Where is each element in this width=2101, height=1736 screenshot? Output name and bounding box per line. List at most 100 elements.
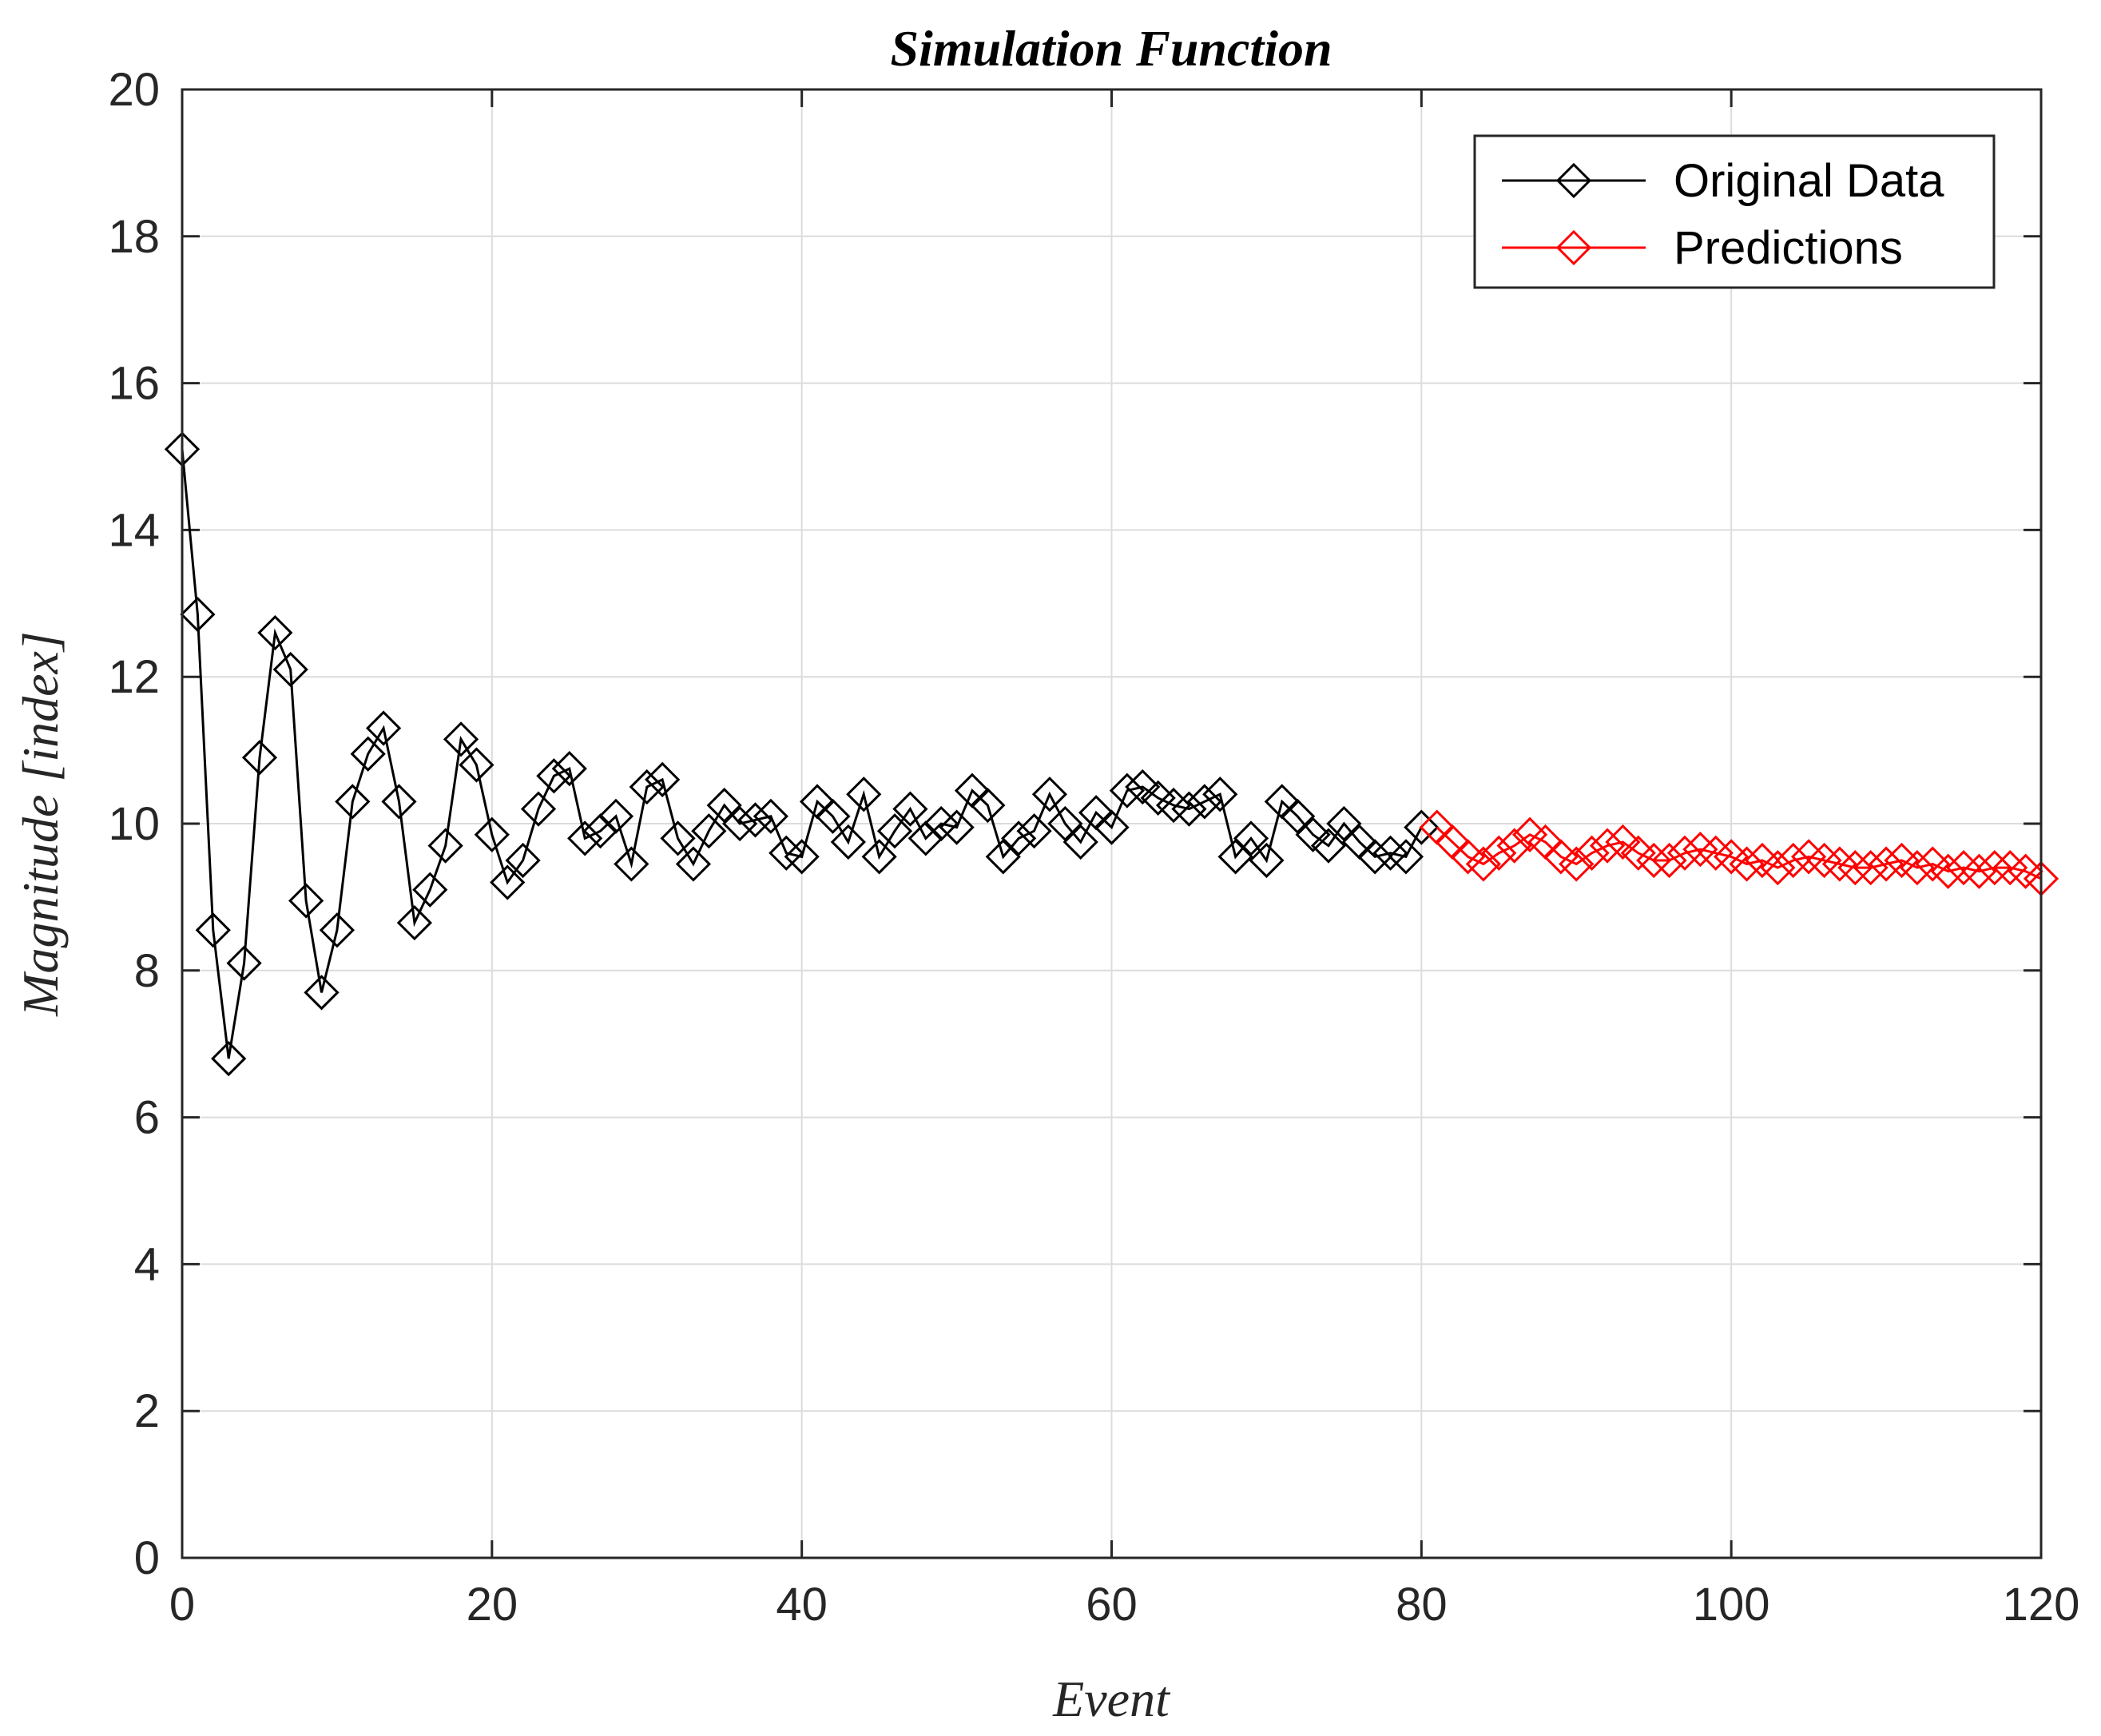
data-point-marker — [691, 813, 727, 849]
x-tick-label: 60 — [1086, 1579, 1138, 1631]
data-point-marker — [1868, 846, 1904, 882]
data-point-marker — [939, 809, 975, 845]
data-point-marker — [1589, 828, 1626, 864]
data-point-marker — [846, 777, 882, 812]
data-point-marker — [1326, 805, 1362, 842]
data-point-marker — [908, 820, 943, 856]
data-point-marker — [241, 740, 278, 776]
data-point-marker — [1791, 839, 1827, 875]
y-tick-label: 12 — [108, 651, 160, 703]
y-tick-label: 0 — [134, 1532, 160, 1584]
data-point-marker — [721, 805, 758, 842]
data-point-marker — [830, 824, 866, 860]
data-point-marker — [1465, 846, 1502, 882]
data-point-marker — [1976, 850, 2012, 886]
data-point-marker — [706, 787, 742, 824]
axis-ticks — [181, 88, 2043, 1559]
data-point-marker — [536, 758, 572, 794]
data-point-marker — [195, 912, 231, 948]
data-point-marker — [1496, 828, 1532, 864]
data-point-marker — [505, 842, 541, 879]
data-point-marker — [1945, 850, 1982, 886]
data-point-marker — [1559, 846, 1595, 882]
data-point-marker — [1404, 809, 1440, 845]
data-point-marker — [645, 761, 681, 797]
x-tick-label: 80 — [1396, 1579, 1448, 1631]
data-point-marker — [1729, 846, 1765, 882]
data-point-marker — [180, 596, 216, 633]
legend-label: Original Data — [1674, 155, 1944, 207]
data-point-marker — [1821, 846, 1858, 882]
data-point-marker — [1682, 832, 1718, 868]
series-line — [1436, 826, 2042, 880]
data-point-marker — [1666, 835, 1703, 871]
data-point-marker — [1047, 805, 1083, 842]
data-point-marker — [876, 813, 913, 849]
data-point-marker — [1094, 809, 1130, 845]
data-point-marker — [660, 820, 696, 856]
y-tick-label: 2 — [134, 1385, 160, 1437]
series-original-data — [164, 431, 1440, 1077]
data-point-marker — [1775, 842, 1811, 879]
data-point-marker — [1357, 839, 1393, 875]
data-point-marker — [443, 721, 479, 757]
data-point-marker — [1760, 850, 1796, 886]
series-layer — [164, 431, 2059, 1077]
data-point-marker — [970, 787, 1006, 824]
data-point-marker — [1837, 850, 1873, 886]
data-point-marker — [520, 791, 557, 827]
data-point-marker — [1806, 842, 1842, 879]
data-point-marker — [1171, 791, 1207, 827]
data-point-marker — [272, 651, 308, 688]
data-point-marker — [257, 614, 293, 651]
data-point-marker — [304, 975, 340, 1011]
data-point-marker — [1899, 850, 1935, 886]
legend-marker — [1555, 229, 1592, 266]
y-tick-label: 16 — [108, 358, 160, 410]
data-point-marker — [1372, 835, 1408, 871]
y-tick-label: 4 — [134, 1238, 160, 1290]
data-point-marker — [815, 798, 851, 834]
legend: Original Data Predictions — [1473, 134, 1996, 289]
data-point-marker — [1155, 787, 1192, 824]
plot-frame — [181, 88, 2043, 1559]
data-point-marker — [629, 769, 665, 805]
data-point-marker — [1310, 828, 1347, 864]
data-point-marker — [1605, 824, 1641, 860]
data-point-marker — [1031, 777, 1068, 812]
y-tick-label: 20 — [108, 64, 160, 116]
data-point-marker — [335, 784, 371, 820]
data-point-marker — [1001, 820, 1037, 856]
data-point-marker — [319, 912, 355, 948]
data-point-marker — [490, 864, 526, 900]
data-point-marker — [985, 839, 1021, 875]
tick-labels: 0 20 40 60 80 100 120 0 2 4 6 8 10 12 14 16 18 20 — [108, 64, 2079, 1631]
data-point-marker — [1481, 835, 1517, 871]
data-point-marker — [1186, 784, 1222, 820]
chart-title: Simulation Function — [890, 20, 1332, 77]
data-point-marker — [1961, 853, 1997, 889]
data-point-marker — [365, 710, 402, 746]
data-point-marker — [1295, 816, 1331, 852]
data-point-marker — [211, 1040, 247, 1077]
data-point-marker — [1202, 777, 1238, 812]
data-point-marker — [675, 846, 712, 882]
data-point-marker — [1853, 850, 1889, 886]
data-point-marker — [1249, 842, 1285, 879]
data-point-marker — [861, 839, 897, 875]
y-axis-label: Magnitude [index] — [12, 631, 69, 1017]
data-point-marker — [1233, 820, 1269, 856]
data-point-marker — [288, 883, 324, 919]
y-tick-label: 18 — [108, 211, 160, 263]
legend-marker — [1555, 162, 1592, 199]
data-point-marker — [1574, 835, 1610, 871]
data-point-marker — [459, 747, 494, 783]
data-point-marker — [737, 802, 773, 838]
data-point-marker — [1109, 773, 1146, 808]
data-point-marker — [396, 904, 432, 941]
data-point-marker — [1062, 824, 1098, 860]
x-tick-label: 0 — [169, 1579, 195, 1631]
data-point-marker — [412, 872, 448, 908]
x-tick-label: 120 — [2003, 1579, 2080, 1631]
